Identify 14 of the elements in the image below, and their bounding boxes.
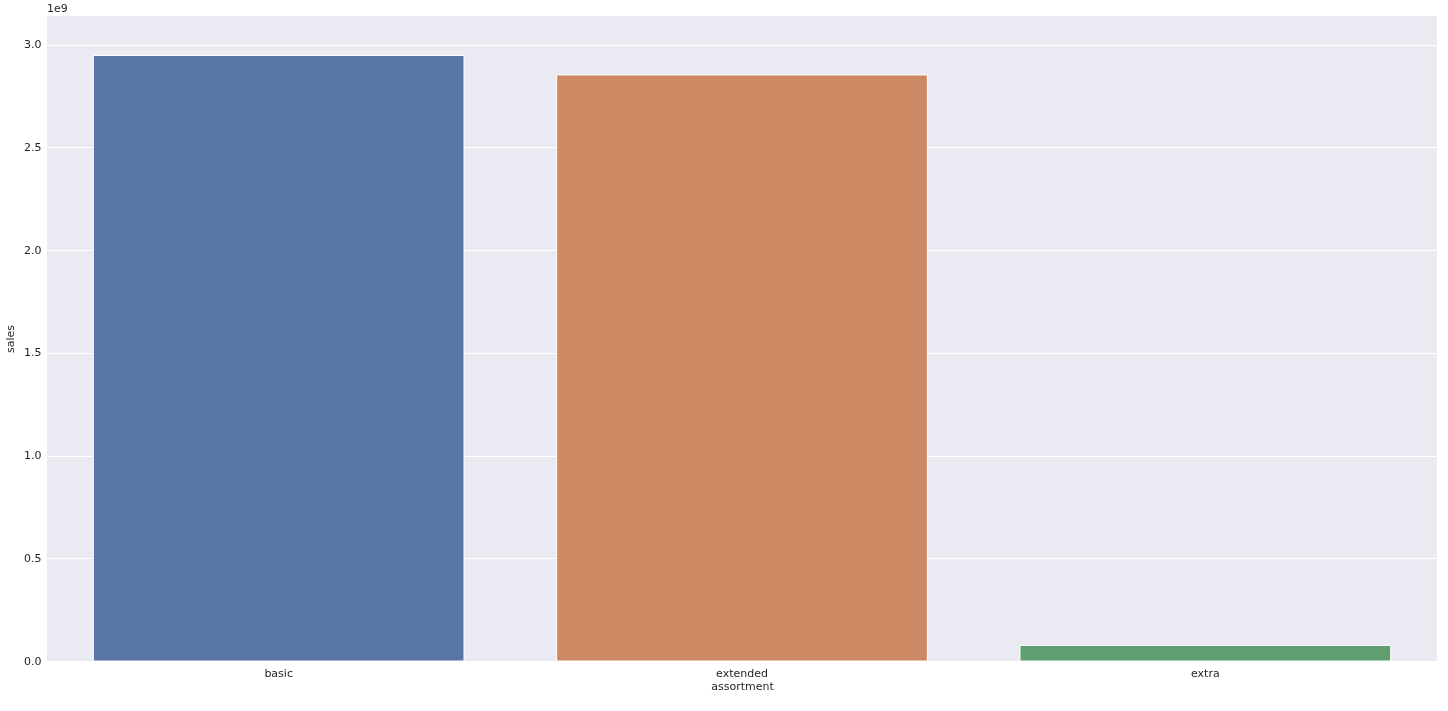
text: 1e9 bbox=[47, 2, 68, 15]
x-axis-title: assortment bbox=[711, 679, 775, 693]
x-tick-label: extended bbox=[716, 666, 768, 680]
bar bbox=[1019, 644, 1392, 662]
y-tick-label: 3.0 bbox=[24, 38, 42, 52]
y-tick-label: 1.0 bbox=[24, 449, 42, 463]
y-tick-label: 1.5 bbox=[24, 346, 42, 360]
y-axis-title: sales bbox=[4, 324, 18, 354]
x-tick-label: extra bbox=[1191, 666, 1220, 680]
y-tick-label: 0.0 bbox=[24, 654, 42, 668]
x-tick-label: basic bbox=[264, 666, 293, 680]
y-tick-label: 2.5 bbox=[24, 140, 42, 154]
y-tick-label: 2.0 bbox=[24, 243, 42, 257]
y-tick-label: 0.5 bbox=[24, 551, 42, 565]
